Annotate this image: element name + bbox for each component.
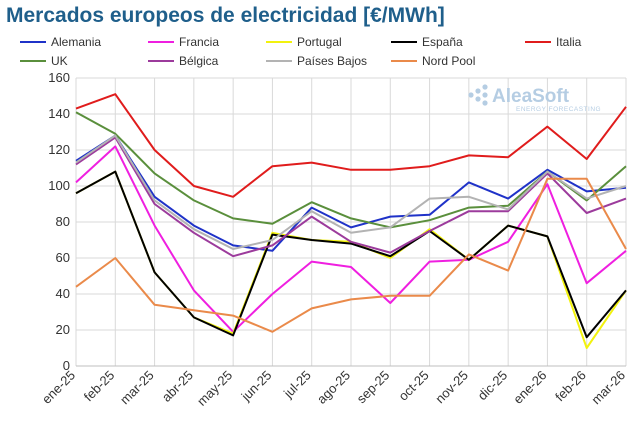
x-tick-label: ago-25 [314,368,353,407]
logo-dots-icon [468,84,488,106]
y-tick-label: 140 [48,106,70,121]
series-line-7 [75,134,627,250]
series-line-3 [75,170,627,339]
x-tick-label: ene-25 [39,368,78,407]
x-tick-label: oct-25 [396,368,432,404]
y-tick-label: 20 [56,322,70,337]
y-tick-label: 60 [56,250,70,265]
y-tick-label: 40 [56,286,70,301]
legend-item: UK [20,54,68,68]
logo-tagline: ENERGY FORECASTING [516,106,601,113]
x-tick-label: ene-26 [510,368,549,407]
x-tick-label: feb-25 [81,368,118,405]
series-line-6 [75,136,627,258]
legend-item: Francia [148,35,219,49]
x-tick-label: mar-25 [117,368,157,408]
logo-name: AleaSoft [492,86,570,107]
x-tick-label: nov-25 [432,368,471,407]
y-tick-label: 80 [56,214,70,229]
x-tick-label: dic-25 [475,368,511,404]
x-tick-label: jun-25 [238,368,275,405]
legend-label: Bélgica [179,54,219,68]
aleasoft-logo: AleaSoft ENERGY FORECASTING [468,84,601,113]
x-tick-label: may-25 [194,368,235,409]
legend-label: Italia [556,35,582,49]
x-tick-label: abr-25 [159,368,196,405]
legend-label: España [422,35,463,49]
series-line-4 [75,93,627,198]
x-tick-label: sep-25 [354,368,393,407]
x-tick-label: mar-26 [588,368,628,408]
y-tick-label: 160 [48,70,70,85]
chart-title: Mercados europeos de electricidad [€/MWh… [6,4,445,27]
y-tick-label: 100 [48,178,70,193]
legend-item: Italia [525,35,582,49]
series-line-0 [75,134,627,252]
legend-label: Francia [179,35,219,49]
grid-lines [75,77,627,367]
legend-label: Países Bajos [297,54,367,68]
x-tick-label: jul-25 [280,368,314,402]
series-line-8 [75,177,627,333]
legend-label: UK [51,54,68,68]
y-tick-label: 0 [63,358,70,373]
legend-item: España [391,35,463,49]
legend-item: Países Bajos [266,54,367,68]
legend-label: Portugal [297,35,342,49]
y-tick-label: 120 [48,142,70,157]
legend-item: Nord Pool [391,54,475,68]
x-tick-label: feb-26 [552,368,589,405]
legend-label: Alemania [51,35,101,49]
legend-item: Alemania [20,35,101,49]
legend-item: Bélgica [148,54,219,68]
legend: Alemania Francia Portugal España Italia UK Bél… [20,35,582,68]
legend-label: Nord Pool [422,54,475,68]
series-line-1 [75,145,627,333]
series-lines [75,93,627,349]
legend-item: Portugal [266,35,342,49]
